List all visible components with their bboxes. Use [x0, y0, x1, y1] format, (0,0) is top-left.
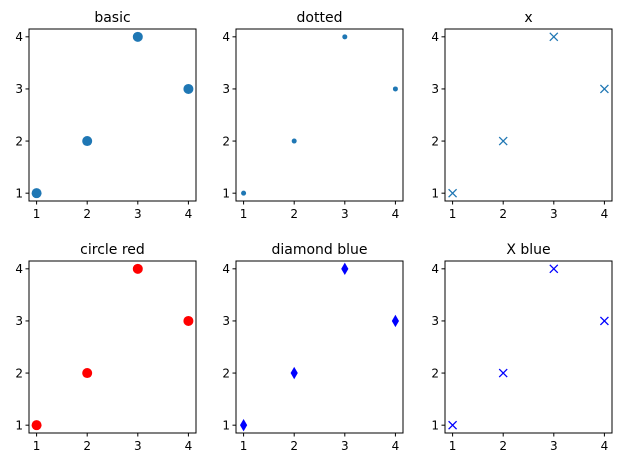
y-tick-label: 1 — [15, 418, 23, 432]
y-tick-label: 2 — [15, 134, 23, 148]
x-tick-label: 2 — [499, 207, 507, 221]
x-tick-label: 2 — [290, 207, 298, 221]
data-point — [599, 316, 609, 326]
subplot-title: diamond blue — [271, 242, 367, 258]
y-tick-label: 3 — [222, 314, 230, 328]
subplot-title: X blue — [506, 242, 550, 258]
y-tick-label: 4 — [431, 30, 439, 44]
y-tick-label: 3 — [15, 314, 23, 328]
x-tick-label: 3 — [134, 207, 142, 221]
data-point — [183, 315, 194, 326]
data-point — [291, 138, 297, 144]
data-point — [290, 366, 298, 380]
x-tick-label: 1 — [240, 207, 248, 221]
x-tick-label: 1 — [240, 439, 248, 453]
data-point — [239, 418, 248, 432]
axes-frame — [235, 260, 404, 434]
y-tick-label: 4 — [222, 30, 230, 44]
data-point — [498, 368, 508, 378]
axes-frame — [444, 28, 613, 202]
y-tick-label: 1 — [15, 186, 23, 200]
data-point — [392, 86, 398, 92]
subplot-4: circle red 1 2 3 4 1 2 3 4 — [15, 242, 197, 453]
data-point — [241, 190, 247, 196]
data-point — [498, 136, 508, 146]
y-tick-label: 2 — [222, 134, 230, 148]
subplot-title: basic — [94, 10, 130, 26]
data-point — [448, 420, 458, 430]
axes-frame — [235, 28, 404, 202]
subplot-title: circle red — [80, 242, 145, 258]
data-point — [31, 420, 42, 431]
data-point — [342, 34, 348, 40]
x-tick-label: 2 — [83, 439, 91, 453]
data-point — [599, 84, 609, 94]
axes-frame — [28, 260, 197, 434]
x-tick-label: 1 — [449, 207, 457, 221]
x-tick-label: 2 — [499, 439, 507, 453]
x-tick-label: 3 — [134, 439, 142, 453]
data-point — [391, 314, 400, 328]
axes-frame — [28, 28, 197, 202]
x-tick-label: 4 — [601, 207, 609, 221]
x-tick-label: 4 — [185, 439, 193, 453]
axes-frame — [444, 260, 613, 434]
data-point — [82, 136, 93, 147]
data-point — [448, 188, 458, 198]
x-tick-label: 4 — [601, 439, 609, 453]
subplot-title: dotted — [297, 10, 343, 26]
data-point — [82, 368, 93, 379]
data-point — [183, 83, 194, 94]
y-tick-label: 3 — [15, 82, 23, 96]
x-tick-label: 3 — [550, 439, 558, 453]
data-point — [132, 263, 143, 274]
y-tick-label: 4 — [15, 262, 23, 276]
y-tick-label: 2 — [222, 366, 230, 380]
subplot-6: X blue 1 2 3 4 1 2 3 4 — [431, 242, 613, 453]
y-tick-label: 2 — [431, 134, 439, 148]
x-tick-label: 4 — [392, 207, 400, 221]
y-tick-label: 4 — [222, 262, 230, 276]
x-tick-label: 4 — [185, 207, 193, 221]
data-point — [549, 32, 559, 42]
y-tick-label: 4 — [431, 262, 439, 276]
y-tick-label: 2 — [431, 366, 439, 380]
x-tick-label: 4 — [392, 439, 400, 453]
x-tick-label: 2 — [83, 207, 91, 221]
x-tick-label: 1 — [33, 439, 41, 453]
subplot-title: x — [524, 10, 532, 26]
y-tick-label: 2 — [15, 366, 23, 380]
y-tick-label: 3 — [431, 314, 439, 328]
y-tick-label: 4 — [15, 30, 23, 44]
subplot-1: basic 1 2 3 4 1 2 3 4 — [15, 10, 197, 221]
subplot-3: x 1 2 3 4 1 2 3 4 — [431, 10, 613, 221]
y-tick-label: 3 — [431, 82, 439, 96]
data-point — [549, 264, 559, 274]
x-tick-label: 1 — [449, 439, 457, 453]
y-tick-label: 1 — [431, 186, 439, 200]
y-tick-label: 1 — [431, 418, 439, 432]
subplot-5: diamond blue 1 2 3 4 1 2 3 4 — [222, 242, 404, 453]
subplot-2: dotted 1 2 3 4 1 2 3 4 — [222, 10, 404, 221]
data-point — [341, 262, 349, 276]
y-tick-label: 1 — [222, 186, 230, 200]
x-tick-label: 2 — [290, 439, 298, 453]
data-point — [132, 31, 143, 42]
x-tick-label: 3 — [341, 207, 349, 221]
x-tick-label: 1 — [33, 207, 41, 221]
y-tick-label: 1 — [222, 418, 230, 432]
data-point — [31, 188, 42, 199]
x-tick-label: 3 — [341, 439, 349, 453]
x-tick-label: 3 — [550, 207, 558, 221]
y-tick-label: 3 — [222, 82, 230, 96]
